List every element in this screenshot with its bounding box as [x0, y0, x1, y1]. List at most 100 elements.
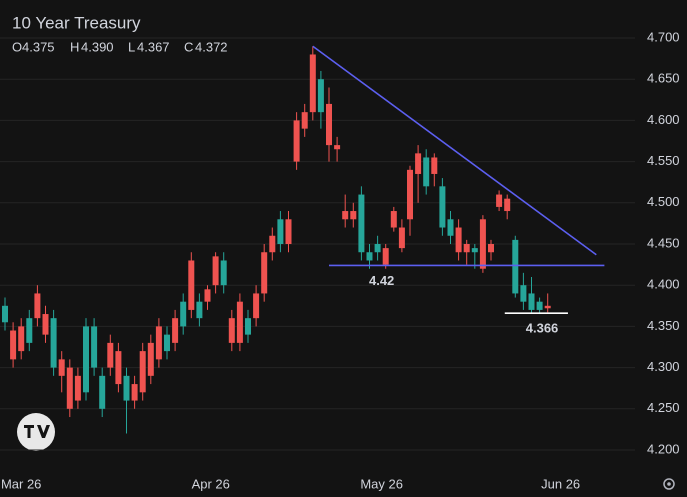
candle-body	[520, 285, 527, 302]
candle-body	[398, 227, 405, 249]
candle-body	[390, 211, 397, 228]
candle-body	[463, 244, 470, 253]
x-tick-label: Apr 26	[192, 476, 230, 491]
candle-body	[253, 293, 260, 319]
trend-line	[312, 45, 597, 256]
candle-body	[91, 326, 98, 368]
candle-body	[123, 375, 130, 401]
candle-body	[334, 145, 341, 150]
y-tick-label: 4.650	[647, 71, 680, 86]
y-tick-label: 4.500	[647, 194, 680, 209]
candle-body	[431, 157, 438, 174]
candle-body	[366, 252, 373, 261]
tv-logo[interactable]	[17, 413, 55, 451]
candle-body	[407, 169, 413, 220]
candle-body	[415, 153, 422, 174]
y-tick-label: 4.400	[647, 277, 680, 292]
y-tick-label: 4.350	[647, 318, 680, 333]
candle-body	[147, 342, 154, 376]
candle-body	[382, 248, 389, 265]
candle-body	[26, 318, 33, 343]
line-label: 4.42	[369, 273, 394, 288]
candle-body	[164, 334, 170, 352]
candle-body	[471, 248, 478, 253]
y-tick-label: 4.450	[647, 235, 680, 250]
candle-body	[309, 54, 316, 113]
x-tick-label: Jun 26	[541, 476, 580, 491]
candle-body	[99, 375, 106, 409]
candle-body	[188, 260, 195, 310]
gear	[663, 478, 675, 490]
candle-body	[245, 318, 251, 335]
candle-body	[220, 260, 227, 286]
candle-body	[479, 219, 486, 269]
y-tick-label: 4.600	[647, 112, 680, 127]
line-label: 4.366	[526, 321, 559, 336]
x-tick-label: May 26	[360, 476, 403, 491]
candle-body	[204, 289, 211, 302]
candle-body	[155, 326, 162, 360]
ohlc-value: 4.375	[22, 39, 55, 54]
candle-body	[58, 359, 65, 376]
candle-body	[504, 198, 511, 212]
y-tick-label: 4.200	[647, 441, 680, 456]
candle-body	[2, 305, 8, 323]
candle-body	[293, 120, 300, 162]
candle-body	[358, 194, 365, 253]
candle-body	[342, 211, 349, 220]
candle-body	[536, 301, 543, 310]
candle-body	[83, 326, 89, 393]
ohlc-key: H	[70, 39, 79, 54]
candle-body	[488, 244, 494, 253]
candle-body	[423, 157, 430, 187]
candle-body	[447, 219, 454, 236]
candle-body	[350, 211, 357, 220]
candle-body	[439, 186, 446, 228]
y-tick-label: 4.300	[647, 359, 680, 374]
settings-icon[interactable]	[663, 478, 675, 490]
candle-body	[172, 318, 179, 343]
candle-body	[326, 103, 332, 146]
candle-body	[66, 367, 73, 409]
ohlc-key: O	[12, 39, 22, 54]
logo-circle	[17, 413, 55, 451]
candle-body	[317, 79, 324, 113]
candle-body	[285, 219, 292, 244]
ohlc-value: 4.372	[195, 39, 228, 54]
y-tick-label: 4.550	[647, 153, 680, 168]
candle-body	[496, 194, 503, 207]
ohlc-key: L	[128, 39, 135, 54]
candle-body	[301, 112, 308, 129]
candle-body	[277, 219, 284, 244]
ohlc-key: C	[184, 39, 193, 54]
candle-body	[180, 301, 187, 327]
candle-body	[512, 239, 519, 294]
candle-body	[228, 318, 235, 343]
candle-body	[261, 252, 268, 294]
candle-body	[236, 301, 243, 343]
y-tick-label: 4.250	[647, 400, 680, 415]
candle-body	[544, 305, 551, 309]
candle-body	[455, 227, 462, 253]
candle-body	[34, 293, 41, 319]
candle-body	[374, 244, 381, 253]
candle-body	[139, 351, 146, 393]
ohlc-value: 4.367	[137, 39, 170, 54]
candle-body	[212, 256, 219, 286]
logo-glyph	[24, 425, 50, 438]
candle-body	[131, 384, 138, 401]
y-tick-label: 4.700	[647, 29, 680, 44]
candle-body	[18, 326, 25, 352]
candle-body	[196, 301, 203, 319]
candle-body	[115, 351, 122, 385]
candle-body	[269, 235, 276, 253]
candle-body	[50, 318, 57, 368]
x-tick-label: Mar 26	[1, 476, 41, 491]
ohlc-value: 4.390	[81, 39, 114, 54]
candle-body	[107, 342, 114, 368]
candle-body	[10, 330, 17, 360]
chart-title: 10 Year Treasury	[12, 13, 141, 32]
candle-body	[42, 314, 49, 335]
